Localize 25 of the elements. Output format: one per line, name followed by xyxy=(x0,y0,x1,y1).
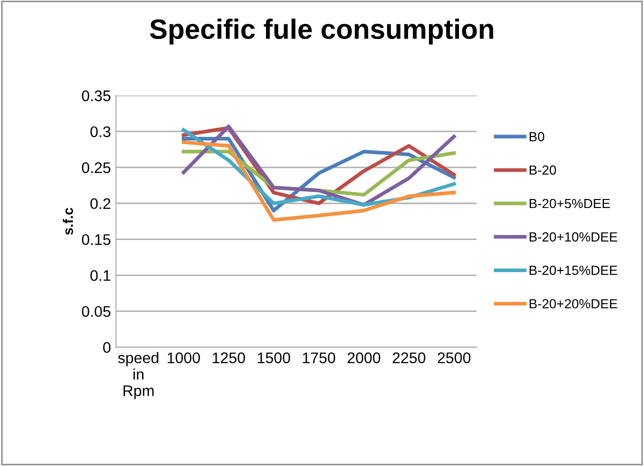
y-tick-label: 0.25 xyxy=(82,162,110,174)
chart-title: Specific fule consumption xyxy=(150,18,494,45)
legend-label: B0 xyxy=(530,132,544,142)
legend-label: B-20+15%DEE xyxy=(530,266,618,276)
y-tick-label: 0.2 xyxy=(90,198,110,210)
y-tick-label: 0.3 xyxy=(90,126,110,138)
legend-label: B-20+10%DEE xyxy=(530,232,618,242)
x-tick-label: 1250 xyxy=(212,352,246,364)
line-series xyxy=(182,140,456,222)
y-tick-label: 0.05 xyxy=(82,306,110,317)
x-tick-label: 1500 xyxy=(258,352,290,364)
y-axis-title: s.f.c xyxy=(62,208,74,235)
y-tick-label: 0.1 xyxy=(90,270,110,281)
y-tick-label: 0 xyxy=(103,342,110,353)
legend-label: B-20+20%DEE xyxy=(530,299,618,308)
x-tick-label: 2000 xyxy=(348,352,380,364)
y-tick-label: 0.35 xyxy=(82,90,110,102)
legend-label: B-20+5%DEE xyxy=(530,198,610,208)
x-tick-label: 2250 xyxy=(392,352,426,364)
x-tick-label: speed in Rpm xyxy=(118,352,158,400)
x-tick-label: 1000 xyxy=(168,352,200,364)
y-tick-label: 0.15 xyxy=(82,234,110,246)
legend-label: B-20 xyxy=(530,165,556,175)
x-tick-label: 2500 xyxy=(438,352,470,364)
x-tick-label: 1750 xyxy=(302,352,336,364)
